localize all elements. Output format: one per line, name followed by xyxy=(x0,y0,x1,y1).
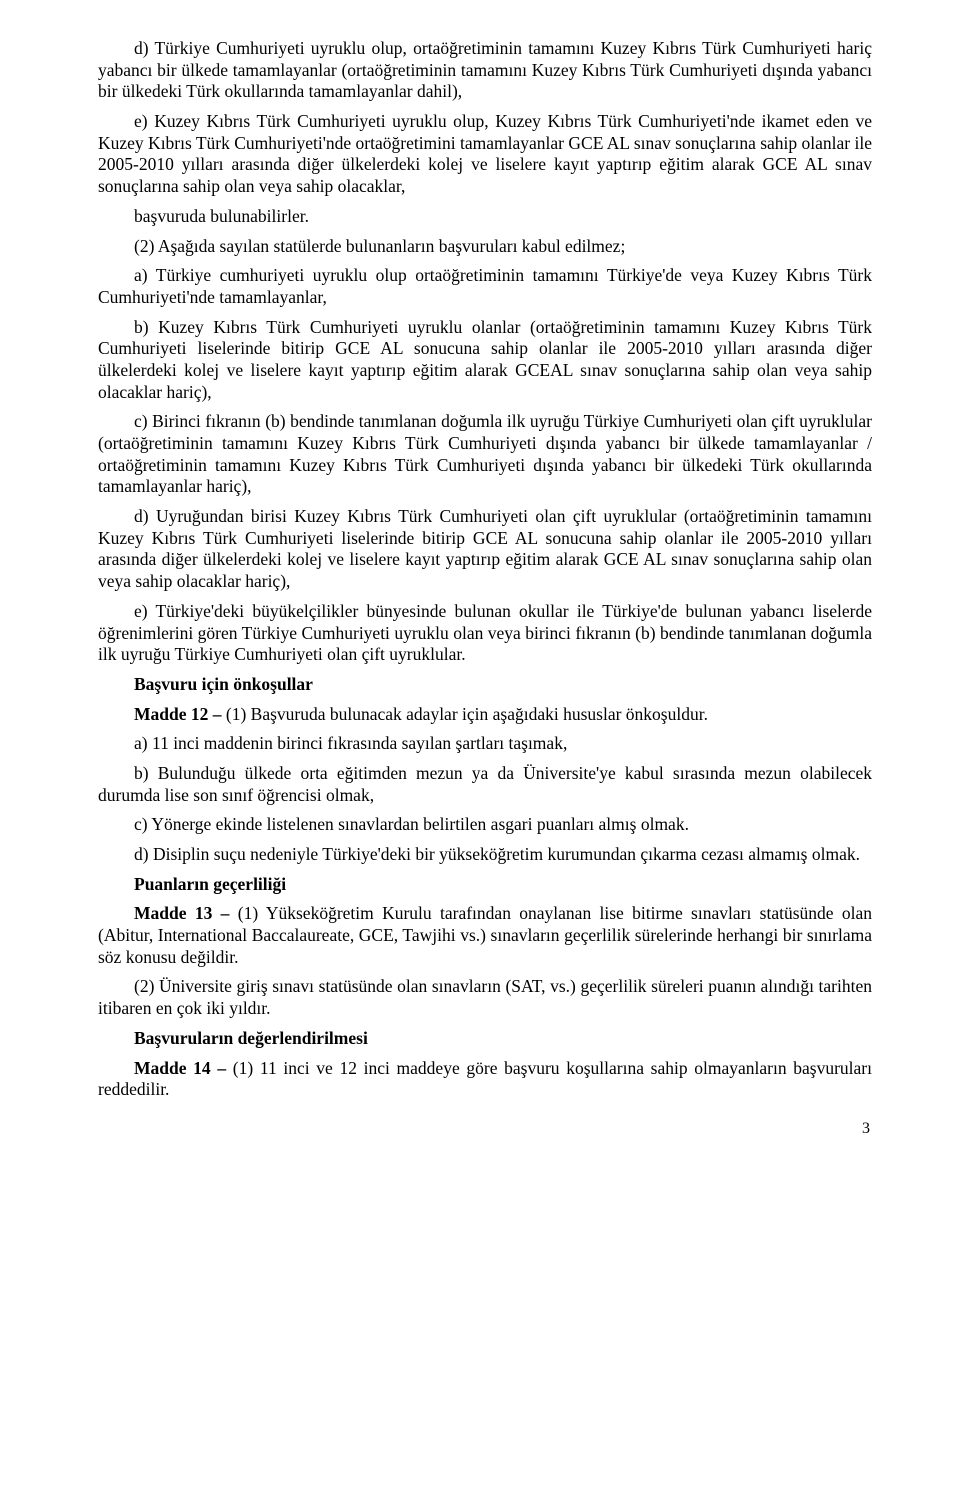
paragraph-13-2: (2) Üniversite giriş sınavı statüsünde o… xyxy=(98,976,872,1019)
paragraph-2-intro: (2) Aşağıda sayılan statülerde bulunanla… xyxy=(98,236,872,258)
madde13-label: Madde 13 – xyxy=(134,903,238,923)
heading-puanlarin-gecerliligi: Puanların geçerliliği xyxy=(98,874,872,896)
paragraph-12c: c) Yönerge ekinde listelenen sınavlardan… xyxy=(98,814,872,836)
madde12-text: (1) Başvuruda bulunacak adaylar için aşa… xyxy=(226,704,708,724)
paragraph-12d: d) Disiplin suçu nedeniyle Türkiye'deki … xyxy=(98,844,872,866)
paragraph-12b: b) Bulunduğu ülkede orta eğitimden mezun… xyxy=(98,763,872,806)
page-number: 3 xyxy=(98,1119,872,1139)
paragraph-2a: a) Türkiye cumhuriyeti uyruklu olup orta… xyxy=(98,265,872,308)
paragraph-2b: b) Kuzey Kıbrıs Türk Cumhuriyeti uyruklu… xyxy=(98,317,872,404)
paragraph-basvuruda: başvuruda bulunabilirler. xyxy=(98,206,872,228)
paragraph-madde12: Madde 12 – (1) Başvuruda bulunacak adayl… xyxy=(98,704,872,726)
document-page: d) Türkiye Cumhuriyeti uyruklu olup, ort… xyxy=(0,0,960,1169)
heading-basvuru-onkosullar: Başvuru için önkoşullar xyxy=(98,674,872,696)
paragraph-madde14: Madde 14 – (1) 11 inci ve 12 inci maddey… xyxy=(98,1058,872,1101)
paragraph-2d: d) Uyruğundan birisi Kuzey Kıbrıs Türk C… xyxy=(98,506,872,593)
paragraph-d: d) Türkiye Cumhuriyeti uyruklu olup, ort… xyxy=(98,38,872,103)
paragraph-e: e) Kuzey Kıbrıs Türk Cumhuriyeti uyruklu… xyxy=(98,111,872,198)
paragraph-2e: e) Türkiye'deki büyükelçilikler bünyesin… xyxy=(98,601,872,666)
paragraph-12a: a) 11 inci maddenin birinci fıkrasında s… xyxy=(98,733,872,755)
madde14-label: Madde 14 – xyxy=(134,1058,233,1078)
heading-basvurularin-degerlendirilmesi: Başvuruların değerlendirilmesi xyxy=(98,1028,872,1050)
paragraph-2c: c) Birinci fıkranın (b) bendinde tanımla… xyxy=(98,411,872,498)
paragraph-madde13: Madde 13 – (1) Yükseköğretim Kurulu tara… xyxy=(98,903,872,968)
madde12-label: Madde 12 – xyxy=(134,704,226,724)
